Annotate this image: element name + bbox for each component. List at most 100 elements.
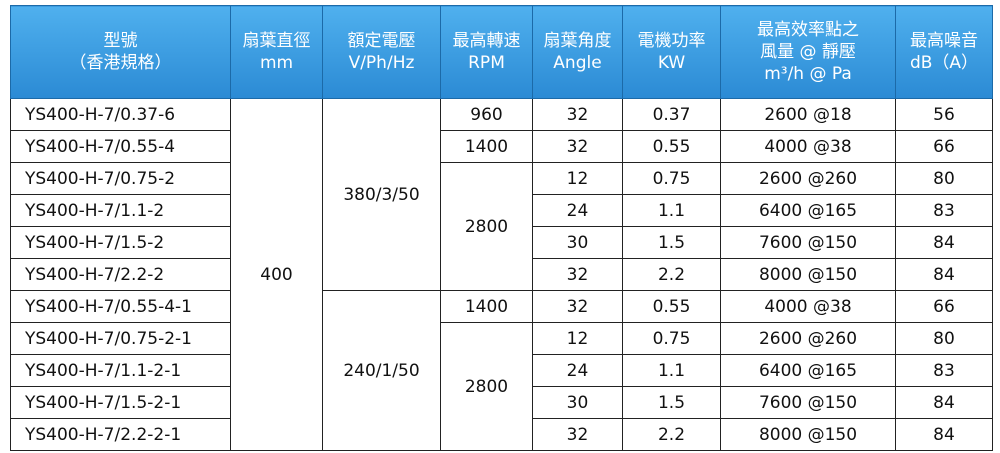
header-cell: 最高噪音 dB（A） [895, 5, 993, 99]
table-body: YS400-H-7/0.37-6 400 380/3/50 960 32 0.37 2600… [10, 98, 993, 451]
noise-cell: 84 [895, 226, 993, 259]
spec-table: 型號 （香港規格） 扇葉直徑 mm 額定電壓 V/Ph/Hz 最高轉速 RPM 扇葉角度 Angl… [10, 5, 993, 451]
model-cell: YS400-H-7/0.55-4-1 [10, 290, 231, 323]
header-cell: 最高轉速 RPM [440, 5, 533, 99]
header-text: 扇葉角度 [543, 31, 612, 51]
model-cell: YS400-H-7/2.2-2 [10, 258, 231, 291]
rpm-cell: 960 [440, 98, 533, 131]
table-row: YS400-H-7/2.2-2-1 32 2.2 8000 @150 84 [10, 418, 993, 451]
airflow-cell: 2600 @260 [720, 322, 896, 355]
angle-cell: 32 [532, 130, 623, 163]
header-text: KW [657, 53, 686, 73]
table-row: YS400-H-7/1.1-2 24 1.1 6400 @165 83 [10, 194, 993, 227]
noise-cell: 84 [895, 386, 993, 419]
table-row: YS400-H-7/0.75-2-1 2800 12 0.75 2600 @260 80 [10, 322, 993, 451]
noise-cell: 84 [895, 258, 993, 291]
angle-cell: 30 [532, 386, 623, 419]
model-cell: YS400-H-7/1.1-2-1 [10, 354, 231, 387]
power-cell: 0.55 [622, 130, 721, 163]
power-cell: 2.2 [622, 418, 721, 451]
noise-cell: 66 [895, 290, 993, 323]
rpm-cell: 2800 [440, 162, 533, 291]
header-text: dB（A） [909, 53, 979, 73]
angle-cell: 24 [532, 194, 623, 227]
table-row: YS400-H-7/2.2-2 32 2.2 8000 @150 84 [10, 258, 993, 291]
header-text: 額定電壓 [347, 31, 416, 51]
rpm-cell: 2800 [440, 322, 533, 451]
header-text: 風量 @ 靜壓 [760, 42, 856, 62]
table-row: YS400-H-7/0.37-6 400 380/3/50 960 32 0.37 2600… [10, 98, 993, 451]
header-cell: 最高效率點之 風量 @ 靜壓 m³/h @ Pa [720, 5, 896, 99]
diameter-cell: 400 [230, 98, 323, 451]
power-cell: 0.75 [622, 322, 721, 355]
header-text: 最高轉速 [452, 31, 521, 51]
model-cell: YS400-H-7/2.2-2-1 [10, 418, 231, 451]
header-row: 型號 （香港規格） 扇葉直徑 mm 額定電壓 V/Ph/Hz 最高轉速 RPM 扇葉角度 Angl… [10, 5, 993, 99]
power-cell: 1.1 [622, 354, 721, 387]
table-row: YS400-H-7/0.75-2 2800 12 0.75 2600 @260 80 [10, 162, 993, 291]
model-cell: YS400-H-7/1.1-2 [10, 194, 231, 227]
model-cell: YS400-H-7/0.37-6 [10, 98, 231, 131]
noise-cell: 84 [895, 418, 993, 451]
airflow-cell: 6400 @165 [720, 354, 896, 387]
power-cell: 0.75 [622, 162, 721, 195]
voltage-cell: 240/1/50 [322, 290, 441, 451]
airflow-cell: 8000 @150 [720, 418, 896, 451]
header-text: （香港規格） [69, 53, 172, 73]
model-cell: YS400-H-7/0.75-2 [10, 162, 231, 195]
rpm-cell: 1400 [440, 290, 533, 323]
power-cell: 1.5 [622, 226, 721, 259]
model-cell: YS400-H-7/1.5-2-1 [10, 386, 231, 419]
header-cell: 扇葉角度 Angle [532, 5, 623, 99]
table-row: YS400-H-7/1.5-2-1 30 1.5 7600 @150 84 [10, 386, 993, 419]
airflow-cell: 4000 @38 [720, 130, 896, 163]
angle-cell: 12 [532, 162, 623, 195]
angle-cell: 30 [532, 226, 623, 259]
airflow-cell: 7600 @150 [720, 226, 896, 259]
header-text: Angle [553, 53, 602, 73]
angle-cell: 12 [532, 322, 623, 355]
airflow-cell: 7600 @150 [720, 386, 896, 419]
power-cell: 0.37 [622, 98, 721, 131]
header-text: RPM [468, 53, 505, 73]
header-text: 最高效率點之 [757, 20, 859, 40]
noise-cell: 66 [895, 130, 993, 163]
header-text: mm [259, 53, 294, 73]
table-row: YS400-H-7/0.55-4-1 240/1/50 1400 32 0.55 4000… [10, 290, 993, 451]
model-cell: YS400-H-7/0.75-2-1 [10, 322, 231, 355]
noise-cell: 56 [895, 98, 993, 131]
noise-cell: 80 [895, 162, 993, 195]
power-cell: 1.5 [622, 386, 721, 419]
airflow-cell: 2600 @260 [720, 162, 896, 195]
header-text: 最高噪音 [910, 31, 978, 51]
airflow-cell: 2600 @18 [720, 98, 896, 131]
noise-cell: 83 [895, 194, 993, 227]
noise-cell: 83 [895, 354, 993, 387]
table-row: YS400-H-7/1.5-2 30 1.5 7600 @150 84 [10, 226, 993, 259]
header-text: 型號 [103, 31, 138, 51]
power-cell: 0.55 [622, 290, 721, 323]
model-cell: YS400-H-7/1.5-2 [10, 226, 231, 259]
header-text: m³/h @ Pa [764, 64, 852, 84]
table-row: YS400-H-7/1.1-2-1 24 1.1 6400 @165 83 [10, 354, 993, 387]
header-text: 電機功率 [637, 31, 706, 51]
power-cell: 1.1 [622, 194, 721, 227]
noise-cell: 80 [895, 322, 993, 355]
voltage-cell: 380/3/50 [322, 98, 441, 291]
header-text: V/Ph/Hz [348, 53, 415, 73]
angle-cell: 32 [532, 290, 623, 323]
angle-cell: 32 [532, 418, 623, 451]
rpm-cell: 1400 [440, 130, 533, 163]
header-cell: 電機功率 KW [622, 5, 721, 99]
table-row: YS400-H-7/0.55-4 1400 32 0.55 4000 @38 66 [10, 130, 993, 163]
angle-cell: 32 [532, 98, 623, 131]
power-cell: 2.2 [622, 258, 721, 291]
airflow-cell: 8000 @150 [720, 258, 896, 291]
angle-cell: 24 [532, 354, 623, 387]
model-cell: YS400-H-7/0.55-4 [10, 130, 231, 163]
header-text: 扇葉直徑 [242, 31, 311, 51]
header-cell: 扇葉直徑 mm [230, 5, 323, 99]
angle-cell: 32 [532, 258, 623, 291]
header-cell: 型號 （香港規格） [10, 5, 231, 99]
